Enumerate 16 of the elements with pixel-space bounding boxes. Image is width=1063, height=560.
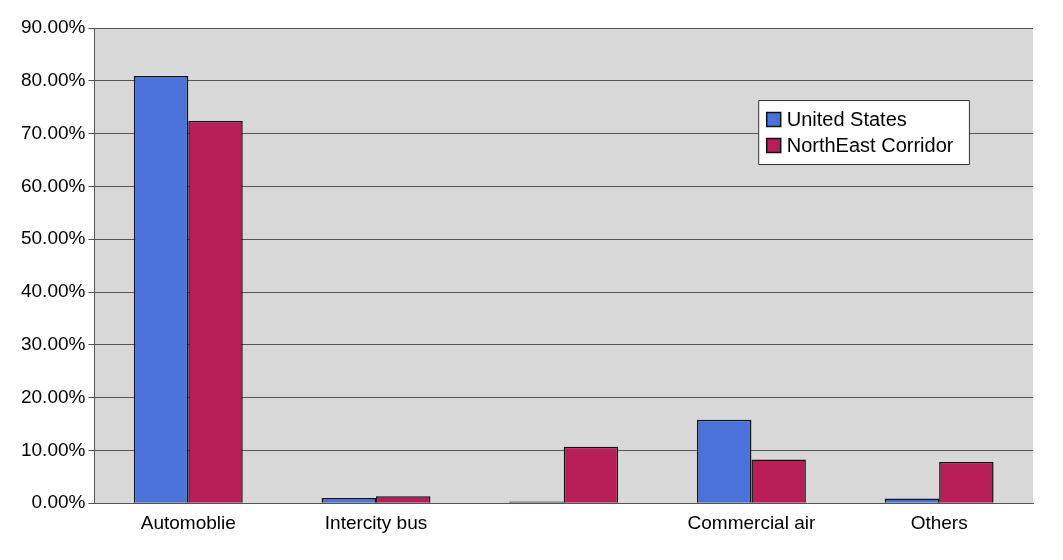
- y-tick-label: 90.00%: [20, 16, 86, 38]
- x-tick-label: Automoblie: [140, 511, 236, 533]
- legend-label: NorthEast Corridor: [786, 134, 954, 157]
- y-tick-label: 50.00%: [20, 227, 86, 249]
- x-tick-label: Others: [910, 511, 968, 533]
- y-tick-label: 0.00%: [31, 491, 86, 513]
- y-tick-label: 20.00%: [20, 385, 86, 407]
- y-tick-label: 30.00%: [20, 333, 86, 355]
- x-tick-label: Intercity bus: [324, 511, 428, 533]
- y-tick-label: 70.00%: [20, 121, 86, 143]
- y-tick-label: 40.00%: [20, 280, 86, 302]
- y-tick-label: 10.00%: [20, 438, 86, 460]
- y-tick-label: 80.00%: [20, 69, 86, 91]
- y-tick-label: 60.00%: [20, 174, 86, 196]
- legend-label: United States: [786, 108, 907, 131]
- x-tick-label: Commercial air: [687, 511, 816, 533]
